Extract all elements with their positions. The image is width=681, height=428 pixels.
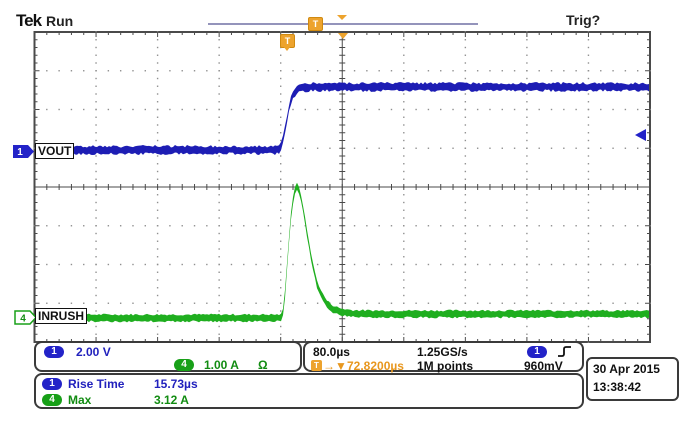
measurement2-name[interactable]: Max [68, 393, 92, 407]
timebase-readout[interactable]: 80.0µs [313, 345, 350, 359]
record-window-marker-icon[interactable] [337, 15, 347, 20]
measurements-box: 1 Rise Time 15.73µs 4 Max 3.12 A [34, 373, 584, 409]
date-readout: 30 Apr 2015 [593, 362, 660, 376]
sample-rate-readout: 1.25GS/s [417, 345, 468, 359]
record-length-readout: 1M points [417, 359, 473, 373]
trigger-slope-rising-icon [558, 346, 571, 357]
ch1-badge: 1 [44, 346, 64, 358]
channel-scale-readout-box: 1 2.00 V 4 1.00 A Ω [34, 341, 302, 372]
delay-trigger-icon: T [311, 360, 322, 371]
ch4-scale-readout[interactable]: 1.00 A [204, 358, 239, 372]
ch1-waveform-label: VOUT [35, 143, 75, 159]
record-trigger-position-icon[interactable]: T [308, 17, 323, 31]
tek-logo: Tek [16, 11, 42, 30]
delay-prefix: →▼ [323, 359, 347, 373]
svg-text:4: 4 [20, 314, 26, 325]
ch1-ground-marker-icon[interactable]: 1 [12, 144, 36, 159]
time-readout: 13:38:42 [593, 380, 642, 394]
ch4-badge: 4 [174, 359, 194, 371]
datetime-box: 30 Apr 2015 13:38:42 [586, 357, 679, 401]
ch1-vout-trace [35, 82, 649, 155]
delay-time-readout[interactable]: 72.8200µs [347, 359, 404, 373]
measurement2-value: 3.12 A [154, 393, 189, 407]
measurement1-channel-badge: 1 [42, 378, 62, 390]
measurement1-value: 15.73µs [154, 377, 198, 391]
ch4-impedance-readout: Ω [258, 358, 268, 372]
ch4-ground-marker-icon[interactable]: 4 [14, 310, 38, 325]
trigger-level-readout[interactable]: 960mV [524, 359, 563, 373]
trigger-level-arrow-icon[interactable] [635, 129, 646, 141]
measurement2-channel-badge: 4 [42, 394, 62, 406]
trigger-position-flag-tail [283, 46, 291, 51]
svg-text:1: 1 [17, 147, 23, 158]
ch1-scale-readout[interactable]: 2.00 V [76, 345, 111, 359]
horizontal-trigger-readout-box: 80.0µs 1.25GS/s 1 T →▼ 72.8200µs 1M poin… [303, 341, 584, 373]
acquisition-status: Run [46, 13, 74, 29]
expansion-point-icon[interactable] [338, 33, 348, 39]
trigger-status: Trig? [566, 12, 601, 28]
measurement1-name[interactable]: Rise Time [68, 377, 125, 391]
trigger-source-badge: 1 [527, 346, 547, 358]
trigger-position-flag-icon[interactable]: T [280, 34, 295, 48]
record-view-bar [208, 23, 478, 25]
ch4-waveform-label: INRUSH [35, 308, 88, 324]
